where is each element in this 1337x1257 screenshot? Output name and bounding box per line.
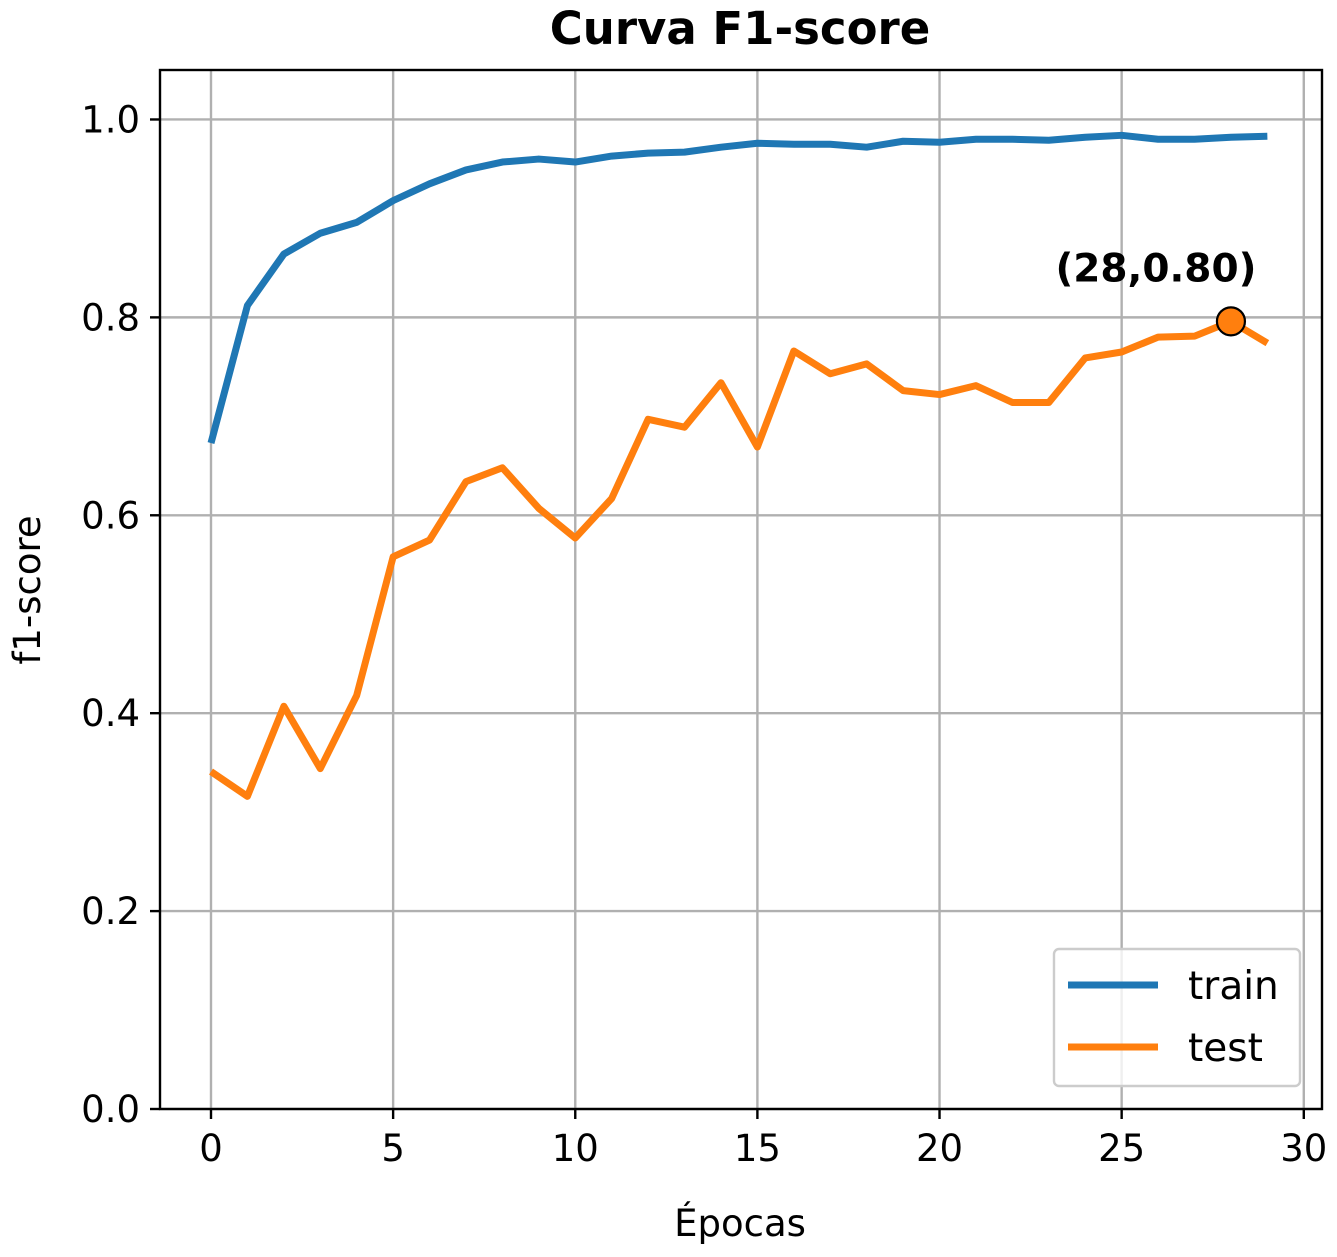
legend-label-test: test [1188, 1026, 1263, 1071]
series-lines [207, 131, 1270, 800]
legend-label-train: train [1188, 964, 1279, 1009]
plot-frame [158, 68, 1324, 1111]
x-axis-label: Épocas [674, 1201, 806, 1245]
best-point-marker [1215, 306, 1247, 337]
x-tick-label: 25 [1098, 1127, 1145, 1170]
series-line-test [209, 317, 1270, 800]
x-tick-label: 0 [199, 1127, 223, 1170]
y-tick-label: 0.2 [81, 890, 140, 933]
x-tick-label: 5 [381, 1127, 405, 1170]
y-tick-label: 1.0 [81, 98, 140, 141]
y-tick-label: 0.4 [81, 692, 140, 735]
x-tick-label: 30 [1280, 1127, 1327, 1170]
x-tick-label: 10 [552, 1127, 599, 1170]
x-tick-label: 20 [916, 1127, 963, 1170]
series-line-train [207, 131, 1268, 444]
legend: train test [1052, 947, 1302, 1088]
annotation: (28,0.80) [1055, 246, 1256, 337]
y-axis-label: f1-score [6, 515, 49, 664]
best-point-annotation-label: (28,0.80) [1055, 246, 1256, 291]
y-tick-label: 0.0 [81, 1088, 140, 1131]
chart-title: Curva F1-score [550, 2, 930, 55]
y-tick-label: 0.6 [81, 494, 140, 537]
axis-ticks: 0 5 10 15 20 25 30 0.0 0.2 0.4 0.6 0.8 1.0 [81, 98, 1327, 1170]
x-tick-label: 15 [734, 1127, 781, 1170]
y-tick-label: 0.8 [81, 296, 140, 339]
